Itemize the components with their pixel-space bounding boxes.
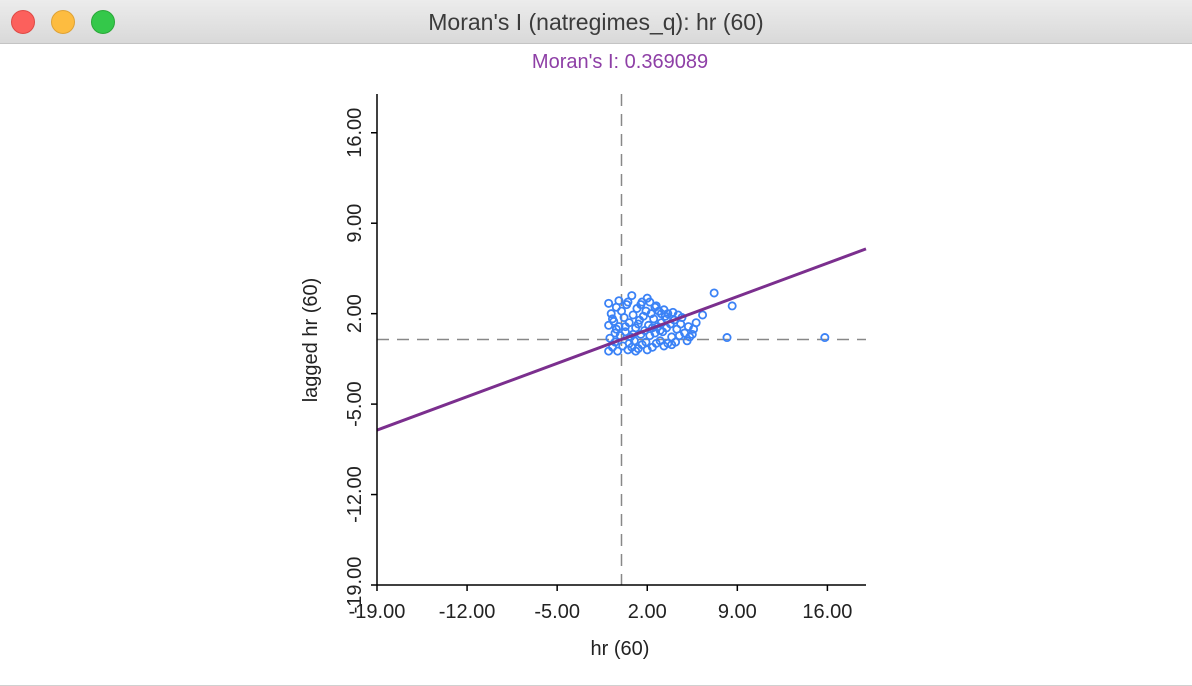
data-point[interactable] [642, 345, 652, 355]
data-point[interactable] [683, 322, 693, 332]
data-point[interactable] [685, 332, 695, 342]
regression-line [376, 247, 867, 432]
data-point[interactable] [635, 315, 645, 325]
y-axis-ticks: -19.00 -12.00 -5.00 2.00 9.00 16.00 [344, 108, 377, 614]
data-points [604, 288, 830, 356]
data-point[interactable] [620, 322, 630, 332]
data-point[interactable] [614, 296, 624, 306]
data-point[interactable] [722, 333, 732, 343]
data-point[interactable] [698, 310, 708, 320]
zoom-window-button[interactable] [91, 10, 115, 34]
data-point[interactable] [709, 288, 719, 298]
y-tick-label: -5.00 [344, 381, 366, 427]
data-point[interactable] [633, 319, 643, 329]
x-tick-label: 2.00 [628, 601, 667, 623]
axes [376, 94, 866, 586]
data-point[interactable] [676, 319, 686, 329]
y-axis-label: lagged hr (60) [300, 278, 322, 403]
data-point[interactable] [623, 297, 633, 307]
x-tick-label: 16.00 [802, 601, 852, 623]
x-tick-label: -5.00 [534, 601, 580, 623]
data-point[interactable] [611, 324, 621, 334]
data-point[interactable] [628, 310, 638, 320]
moran-scatter-plot[interactable]: Moran's I: 0.369089 -19.00 -12.00 -5.00 2.0… [0, 44, 1192, 684]
chart-title: Moran's I: 0.369089 [532, 51, 708, 73]
y-tick-label: 16.00 [344, 108, 366, 158]
y-tick-label: 9.00 [344, 204, 366, 243]
regression-line-group [376, 247, 867, 432]
data-point[interactable] [671, 337, 681, 347]
x-tick-label: 9.00 [718, 601, 757, 623]
data-point[interactable] [655, 325, 665, 335]
data-point[interactable] [656, 309, 666, 319]
y-tick-label: -19.00 [344, 557, 366, 614]
data-point[interactable] [607, 314, 617, 324]
data-point[interactable] [641, 306, 651, 316]
data-point[interactable] [610, 328, 620, 338]
y-tick-label: -12.00 [344, 466, 366, 523]
data-point[interactable] [820, 333, 830, 343]
data-point[interactable] [627, 342, 637, 352]
x-tick-label: -12.00 [439, 601, 496, 623]
data-point[interactable] [645, 297, 655, 307]
data-point[interactable] [604, 298, 614, 308]
data-point[interactable] [650, 302, 660, 312]
minimize-window-button[interactable] [51, 10, 75, 34]
data-point[interactable] [727, 301, 737, 311]
data-point[interactable] [604, 320, 614, 330]
data-point[interactable] [627, 291, 637, 301]
data-point[interactable] [636, 300, 646, 310]
y-tick-label: 2.00 [344, 294, 366, 333]
data-point[interactable] [606, 309, 616, 319]
x-tick-label: -19.00 [349, 601, 406, 623]
data-point[interactable] [604, 346, 614, 356]
x-axis-label: hr (60) [591, 638, 650, 660]
x-axis-ticks: -19.00 -12.00 -5.00 2.00 9.00 16.00 [349, 585, 852, 623]
window-titlebar[interactable]: Moran's I (natregimes_q): hr (60) [0, 0, 1192, 44]
data-point[interactable] [645, 331, 655, 341]
window-title: Moran's I (natregimes_q): hr (60) [428, 9, 764, 35]
data-point[interactable] [651, 301, 661, 311]
close-window-button[interactable] [11, 10, 35, 34]
